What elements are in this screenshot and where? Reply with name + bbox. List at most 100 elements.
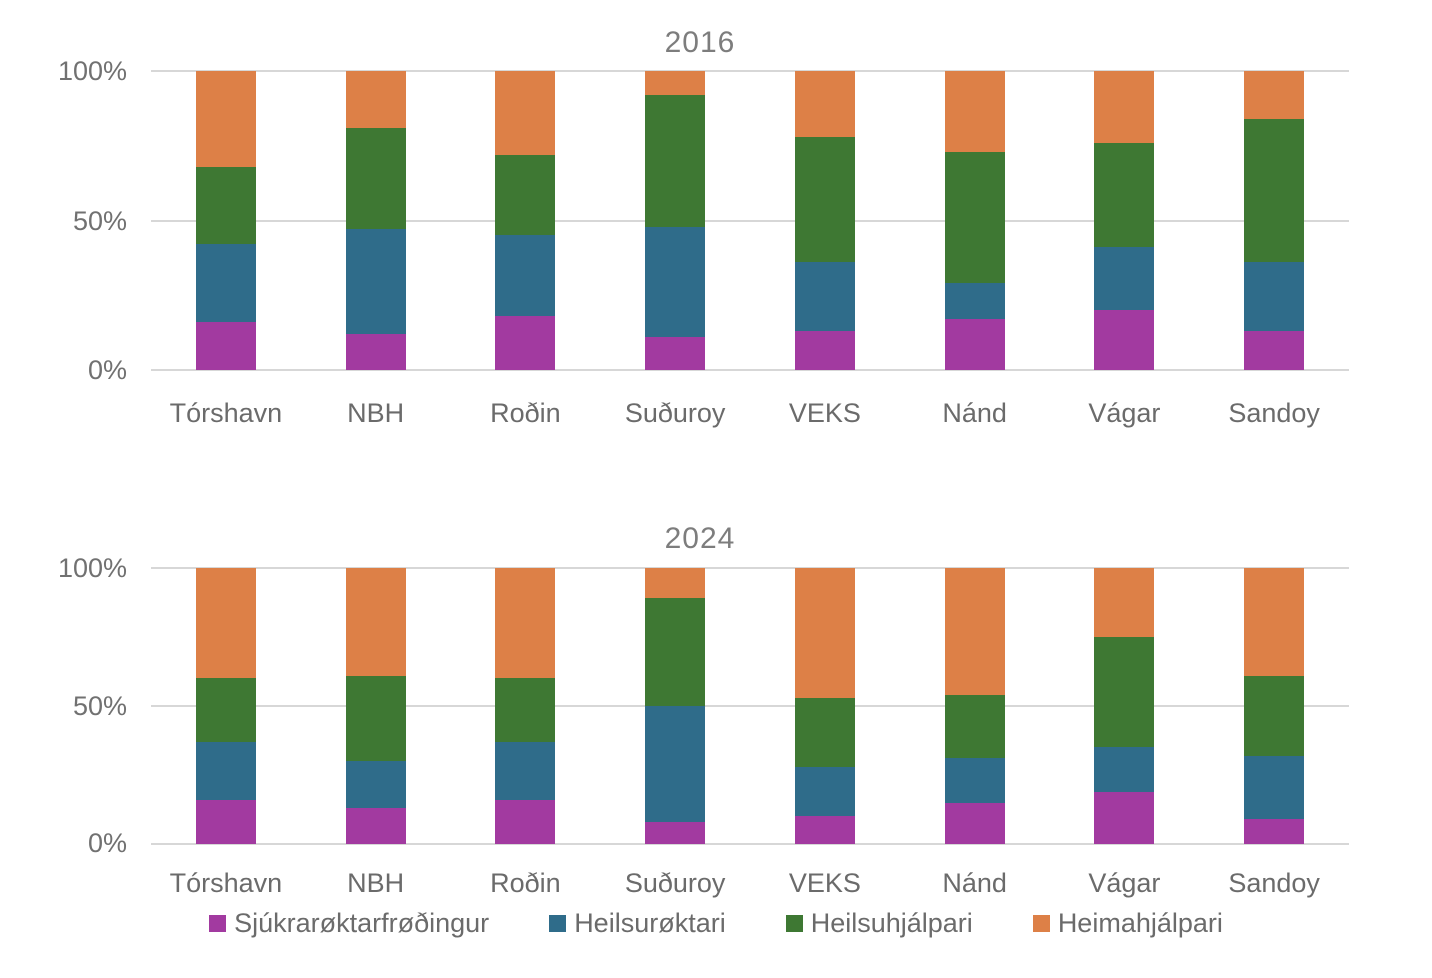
bar-segment [495,71,556,155]
bar-segment [794,766,855,817]
x-axis-category-label: NBH [347,398,405,428]
bar-segment [345,71,406,128]
x-axis-category-label: Suðuroy [624,398,726,428]
plot-area-2024 [151,567,1349,845]
bar-segment [195,244,256,323]
x-axis-category-label: Roðin [490,398,561,428]
legend-label: Heimahjálpari [1057,907,1223,938]
bar-segment [645,706,706,822]
bar-segment [195,166,256,245]
chart-title-2016: 2016 [664,26,736,59]
bar-segment [495,799,556,844]
x-axis-category-label: Nánd [942,398,1007,428]
stacked-bar-sandoy [1244,71,1305,370]
legend-swatch-icon [209,914,227,932]
bar-segment [944,568,1005,695]
stacked-bar-tórshavn [195,568,256,844]
x-axis-category-label: Suðuroy [624,868,726,898]
bar-segment [495,741,556,800]
bar-segment [345,229,406,335]
legend-label: Heilsurøktari [574,907,726,938]
stacked-bar-nbh [345,568,406,844]
bar-segment [645,71,706,95]
bar-segment [195,741,256,800]
gridline-50 [151,705,1349,707]
bar-segment [495,678,556,742]
bar-segment [1094,568,1155,638]
y-axis-tick-label: 50% [72,206,127,236]
x-axis-category-label: Sandoy [1228,868,1320,898]
bar-segment [1094,247,1155,311]
bar-segment [1244,755,1305,820]
bar-segment [944,283,1005,320]
y-axis-tick-label: 50% [72,691,127,721]
x-axis-category-label: NBH [347,868,405,898]
legend-label: Heilsuhjálpari [810,907,973,938]
bar-segment [345,808,406,844]
bar-segment [1244,675,1305,756]
bar-segment [1244,331,1305,370]
bar-segment [345,127,406,230]
legend-item: Sjúkrarøktarfrøðingur [209,908,489,939]
y-axis-tick-label: 100% [57,56,127,86]
legend-item: Heilsurøktari [549,908,726,939]
bar-segment [794,136,855,263]
bar-segment [794,262,855,332]
legend-swatch-icon [549,914,567,932]
stacked-bar-roðin [495,568,556,844]
bar-segment [645,568,706,599]
bar-segment [495,568,556,679]
bar-segment [1244,71,1305,119]
legend-swatch-icon [785,914,803,932]
bar-segment [944,319,1005,370]
bar-segment [195,71,256,167]
stacked-bar-suðuroy [645,71,706,370]
x-axis-category-label: VEKS [788,398,861,428]
bar-segment [195,799,256,844]
bar-segment [345,761,406,809]
bar-segment [1094,747,1155,792]
stacked-bar-tórshavn [195,71,256,370]
x-axis-category-label: Roðin [490,868,561,898]
gridline-50 [151,219,1349,222]
gridline-0 [151,843,1349,845]
bar-segment [1094,142,1155,248]
bar-segment [944,802,1005,844]
x-axis-category-label: Sandoy [1228,398,1320,428]
x-axis-category-label: Tórshavn [169,868,283,898]
bar-segment [794,331,855,370]
stacked-bar-veks [794,568,855,844]
bar-segment [195,568,256,679]
legend-label: Sjúkrarøktarfrøðingur [234,907,490,938]
bar-segment [645,337,706,370]
legend: Sjúkrarøktarfrøðingur Heilsurøktari Heilsu… [0,903,1432,943]
stacked-bar-nánd [944,568,1005,844]
bar-segment [1094,637,1155,748]
x-axis-category-label: Nánd [942,868,1007,898]
stacked-bar-suðuroy [645,568,706,844]
bar-segment [944,71,1005,152]
x-axis-category-label: Tórshavn [169,398,283,428]
bar-segment [645,94,706,227]
stacked-bar-vágar [1094,71,1155,370]
legend-item: Heimahjálpari [1032,907,1223,939]
bar-segment [944,151,1005,284]
bar-segment [495,154,556,236]
bar-segment [794,71,855,137]
x-axis-category-label: VEKS [788,868,861,898]
y-axis-tick-label: 100% [57,553,127,583]
bar-segment [345,334,406,370]
stacked-bar-vágar [1094,568,1155,844]
stacked-bar-nánd [944,71,1005,370]
stacked-bar-nbh [345,71,406,370]
legend-swatch-icon [1032,914,1050,932]
stacked-bar-roðin [495,71,556,370]
bar-segment [944,758,1005,803]
bar-segment [794,568,855,698]
x-axis-category-label: Vágar [1088,868,1161,898]
gridline-100 [151,567,1349,569]
bar-segment [345,568,406,676]
bar-segment [495,316,556,370]
bar-segment [645,226,706,338]
bar-segment [1094,71,1155,143]
